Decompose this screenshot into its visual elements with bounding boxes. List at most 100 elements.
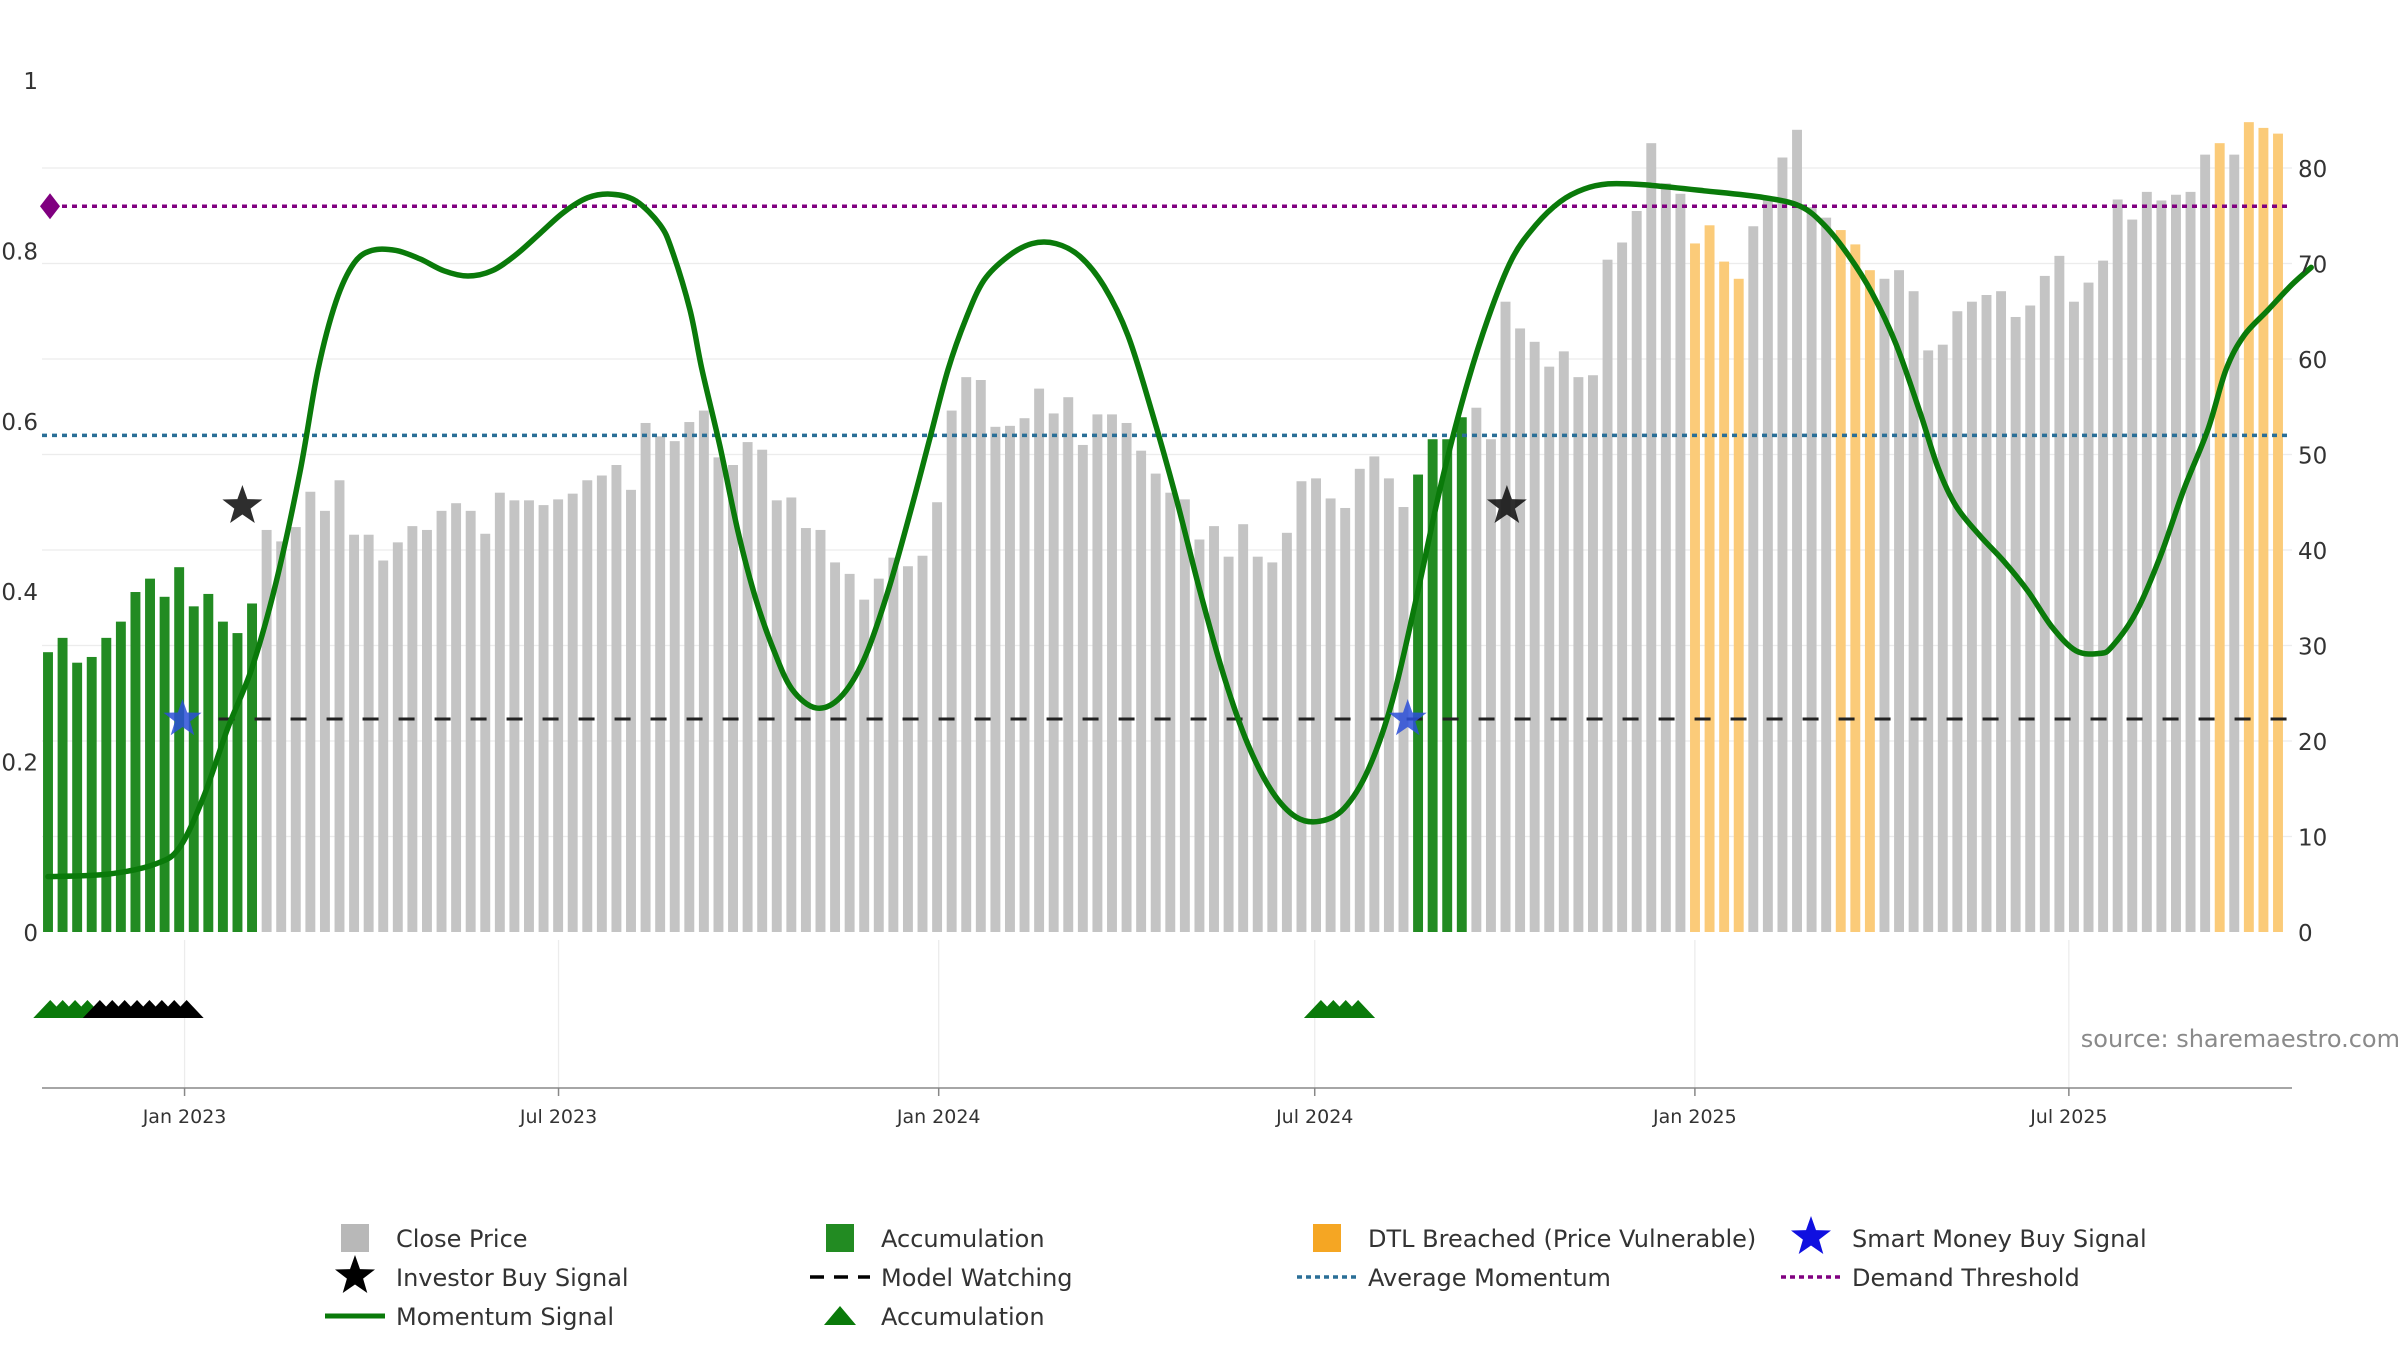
right-axis-tick-label: 40	[2298, 539, 2327, 565]
dtl-breached-bar	[2214, 143, 2225, 933]
close-price-bar	[946, 410, 957, 932]
close-price-bar	[961, 377, 972, 932]
close-price-bar	[2025, 305, 2036, 932]
close-price-bar	[2229, 154, 2240, 932]
close-price-bar	[1252, 556, 1263, 932]
close-price-bar	[1223, 556, 1234, 932]
legend-item: Smart Money Buy Signal	[1791, 1216, 2147, 1254]
legend: Close Price Accumulation DTL Breached (Pri…	[325, 1216, 2147, 1331]
close-price-bar	[1646, 143, 1657, 933]
legend-swatch-square	[341, 1224, 369, 1252]
close-price-bar	[465, 510, 476, 932]
right-axis-tick-label: 0	[2298, 921, 2313, 947]
close-price-bar	[378, 560, 389, 932]
right-axis-tick-label: 50	[2298, 444, 2327, 470]
accumulation-bar	[86, 656, 97, 932]
close-price-bar	[334, 480, 345, 932]
dtl-breached-bar	[1864, 270, 1875, 932]
accumulation-bar	[101, 637, 112, 932]
dtl-breached-bar	[1733, 278, 1744, 932]
legend-label: Momentum Signal	[396, 1303, 614, 1331]
close-price-bar	[611, 465, 622, 932]
close-price-bar	[902, 566, 913, 932]
close-price-bar	[1602, 259, 1613, 932]
close-price-bar	[873, 578, 884, 932]
close-price-bar	[742, 442, 753, 932]
legend-swatch-star	[335, 1255, 375, 1293]
close-price-bar	[1092, 414, 1103, 932]
close-price-bar	[349, 534, 360, 932]
legend-item: Accumulation	[824, 1303, 1045, 1331]
close-price-bar	[1077, 444, 1088, 932]
close-price-bar	[2156, 200, 2167, 933]
close-price-bar	[392, 542, 403, 932]
x-axis-tick-label: Jan 2023	[142, 1106, 227, 1128]
signal-markers	[163, 485, 1527, 736]
left-axis-tick-label: 0.2	[1, 751, 38, 777]
accumulation-bar	[1413, 474, 1424, 932]
close-price-bar	[2127, 219, 2138, 932]
dtl-breached-bar	[1850, 244, 1861, 932]
right-axis-tick-label: 10	[2298, 826, 2327, 852]
accumulation-bar	[159, 596, 170, 932]
reference-lines	[40, 193, 2292, 721]
accumulation-bar	[130, 592, 141, 932]
x-axis: Jan 2023 Jul 2023 Jan 2024 Jul 2024 Jan 2025…	[42, 1087, 2292, 1128]
close-price-bar	[1879, 278, 1890, 932]
close-price-bar	[1311, 478, 1321, 932]
close-price-bar	[1500, 301, 1511, 932]
close-price-bar	[1515, 328, 1526, 932]
legend-label: Model Watching	[881, 1264, 1073, 1292]
close-price-bar	[698, 410, 709, 932]
x-axis-tick-label: Jan 2024	[896, 1106, 981, 1128]
close-price-bar	[2068, 301, 2079, 932]
accumulation-bar	[43, 652, 53, 932]
close-price-bar	[1792, 129, 1802, 933]
close-price-bar	[2185, 191, 2196, 932]
close-price-bar	[596, 475, 607, 932]
close-price-bar	[640, 422, 651, 932]
close-price-bar	[480, 533, 491, 932]
close-price-bar	[655, 436, 666, 932]
accumulation-bar	[188, 606, 199, 932]
accumulation-bar	[1456, 417, 1467, 932]
close-price-bar	[1485, 439, 1496, 932]
close-price-bar	[1966, 301, 1977, 932]
close-price-bar	[990, 426, 1001, 932]
legend-label: Smart Money Buy Signal	[1852, 1225, 2147, 1253]
close-price-bar	[830, 562, 841, 932]
accumulation-bar	[115, 621, 126, 932]
close-price-bar	[1588, 375, 1598, 932]
legend-swatch-triangle	[824, 1306, 856, 1325]
close-price-bar	[1675, 193, 1686, 932]
accumulation-bar	[72, 662, 83, 932]
close-price-bar	[567, 493, 578, 932]
close-price-bar	[1179, 499, 1190, 932]
close-price-bar	[1121, 422, 1132, 932]
accumulation-bar	[174, 567, 185, 932]
right-axis-tick-label: 70	[2298, 253, 2327, 279]
momentum-signal-line	[45, 180, 2314, 880]
close-price-bar	[1996, 291, 2007, 932]
left-axis-tick-label: 0.8	[1, 239, 38, 265]
close-price-bar	[1150, 473, 1161, 932]
legend-item: Close Price	[341, 1224, 528, 1253]
close-price-bar	[800, 528, 811, 932]
x-axis-tick-label: Jul 2023	[519, 1106, 597, 1128]
close-price-bar	[1558, 351, 1569, 932]
close-price-bar	[1325, 498, 1336, 932]
close-price-bar	[524, 500, 534, 932]
close-price-bar	[2141, 191, 2152, 932]
close-price-bar	[1194, 539, 1205, 932]
close-price-bar	[888, 557, 899, 932]
demand-threshold-marker	[40, 193, 60, 220]
price-bars	[43, 122, 2283, 933]
close-price-bar	[932, 502, 943, 932]
right-axis-tick-label: 30	[2298, 635, 2327, 661]
left-axis-tick-label: 0.4	[1, 580, 38, 606]
close-price-bar	[669, 441, 680, 932]
close-price-bar	[1063, 397, 1074, 932]
close-price-bar	[2200, 154, 2211, 932]
close-price-bar	[1136, 450, 1147, 932]
accumulation-bar	[1442, 439, 1453, 932]
